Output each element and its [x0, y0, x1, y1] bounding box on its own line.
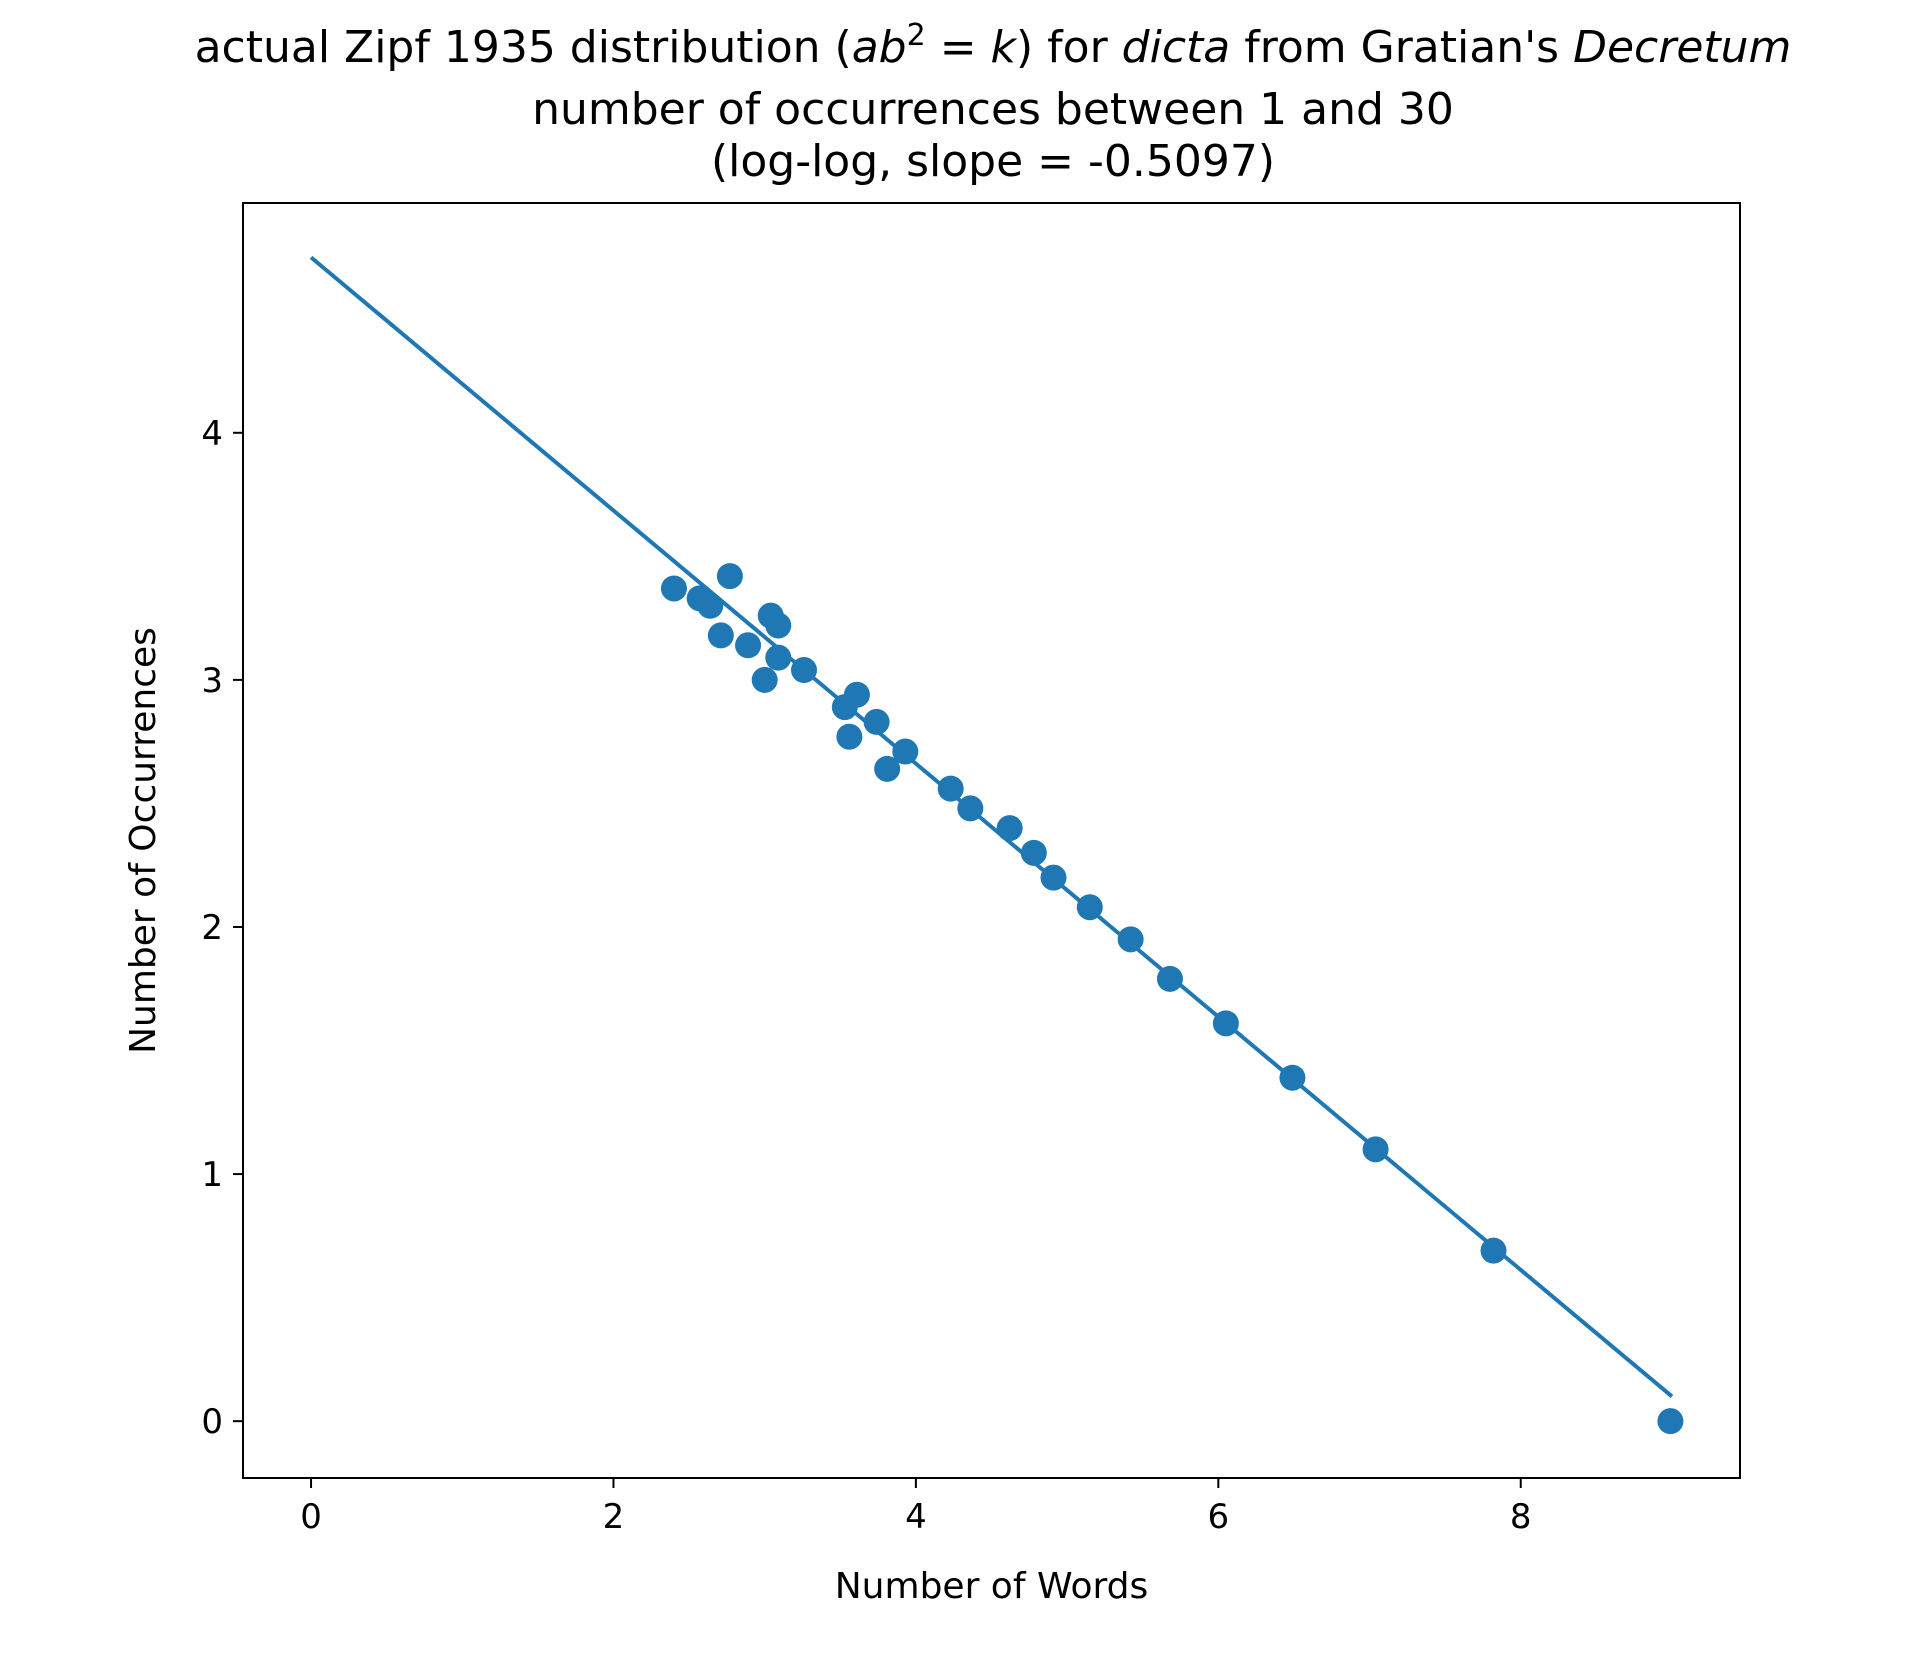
scatter-point	[892, 738, 919, 765]
scatter-point	[843, 681, 870, 708]
x-tick-label: 4	[905, 1497, 927, 1537]
scatter-point	[1657, 1408, 1684, 1435]
scatter-point	[836, 723, 863, 750]
scatter-point	[937, 775, 964, 802]
scatter-point	[1117, 926, 1144, 953]
scatter-point	[1279, 1064, 1306, 1091]
axes-frame	[242, 202, 1741, 1479]
scatter-point	[790, 657, 817, 684]
scatter-point	[751, 666, 778, 693]
scatter-point	[707, 622, 734, 649]
chart-title-line-1: actual Zipf 1935 distribution (ab2 = k) …	[195, 18, 1792, 74]
scatter-point	[1076, 894, 1103, 921]
axis-ticks: 0 2 4 6 8 0 1 2 3 4	[201, 414, 1531, 1537]
scatter-point	[957, 795, 984, 822]
scatter-point	[1040, 864, 1067, 891]
x-tick-label: 6	[1207, 1497, 1229, 1537]
scatter-point	[735, 632, 762, 659]
scatter-point	[716, 563, 743, 590]
y-tick-label: 0	[201, 1402, 223, 1442]
plot-area: 0 2 4 6 8 0 1 2 3 4	[201, 202, 1741, 1537]
chart-title-line-3: (log-log, slope = -0.5097)	[711, 136, 1275, 187]
scatter-point	[863, 708, 890, 735]
scatter-point	[1362, 1136, 1389, 1163]
scatter-point	[660, 575, 687, 602]
chart-title-line-2: number of occurrences between 1 and 30	[532, 84, 1454, 135]
y-tick-label: 2	[201, 908, 223, 948]
y-axis-label: Number of Occurrences	[123, 627, 164, 1054]
y-tick-label: 3	[201, 661, 223, 701]
scatter-point	[1212, 1010, 1239, 1037]
x-axis-label: Number of Words	[835, 1566, 1149, 1607]
x-tick-label: 0	[300, 1497, 322, 1537]
x-tick-label: 2	[603, 1497, 625, 1537]
fit-line	[309, 255, 1674, 1398]
scatter-point	[1480, 1237, 1507, 1264]
scatter-point	[765, 612, 792, 639]
scatter-point	[697, 592, 724, 619]
data-points	[660, 563, 1684, 1435]
y-tick-label: 1	[201, 1155, 223, 1195]
scatter-point	[1020, 839, 1047, 866]
fit-line-group	[309, 255, 1674, 1398]
x-tick-label: 8	[1510, 1497, 1532, 1537]
scatter-point	[874, 755, 901, 782]
scatter-point	[765, 644, 792, 671]
y-tick-label: 4	[201, 414, 223, 454]
scatter-point	[1156, 965, 1183, 992]
scatter-point	[996, 815, 1023, 842]
